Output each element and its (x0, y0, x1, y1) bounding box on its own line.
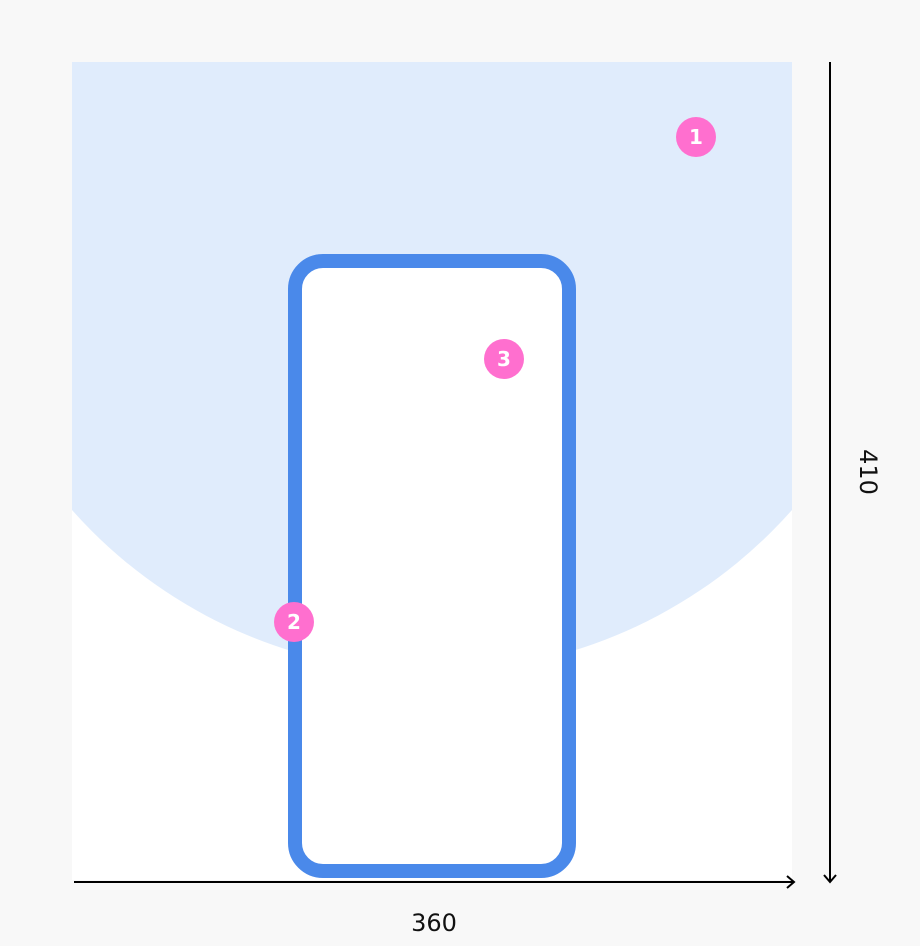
badge-1: 1 (676, 117, 716, 157)
svg-text:1: 1 (689, 125, 703, 149)
svg-text:2: 2 (287, 610, 301, 634)
svg-text:3: 3 (497, 347, 511, 371)
badge-2: 2 (274, 602, 314, 642)
device-outline (288, 254, 576, 878)
height-label: 410 (854, 449, 882, 495)
width-label: 360 (411, 909, 457, 937)
width-arrow-head (786, 875, 796, 889)
badge-3: 3 (484, 339, 524, 379)
height-arrow-head (823, 874, 837, 884)
